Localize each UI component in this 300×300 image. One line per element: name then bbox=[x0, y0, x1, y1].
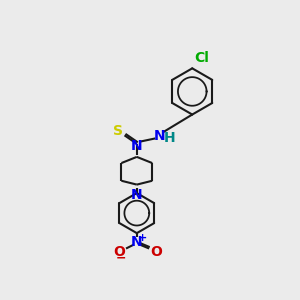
Text: N: N bbox=[131, 139, 142, 153]
Text: N: N bbox=[131, 235, 142, 249]
Text: S: S bbox=[113, 124, 123, 138]
Text: Cl: Cl bbox=[194, 51, 209, 65]
Text: O: O bbox=[113, 244, 125, 259]
Text: +: + bbox=[138, 233, 147, 243]
Text: O: O bbox=[150, 244, 162, 259]
Text: −: − bbox=[116, 251, 126, 264]
Text: N: N bbox=[131, 188, 142, 203]
Text: N: N bbox=[154, 129, 166, 143]
Text: H: H bbox=[163, 130, 175, 145]
